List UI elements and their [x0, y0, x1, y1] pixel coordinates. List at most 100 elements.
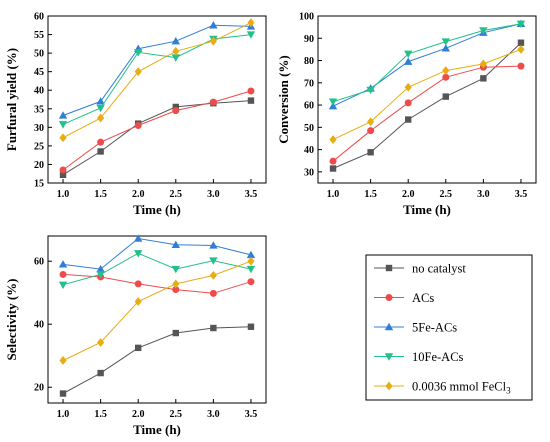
data-point	[171, 54, 180, 62]
legend-subscript: 3	[506, 386, 511, 396]
data-point	[404, 57, 413, 65]
data-point	[404, 82, 412, 92]
legend-label: no catalyst	[412, 262, 466, 276]
data-point	[517, 62, 525, 70]
data-point	[328, 98, 338, 106]
y-tick-label: 20	[34, 383, 44, 394]
data-point	[517, 45, 525, 54]
series-line	[62, 252, 252, 286]
data-point	[135, 344, 142, 352]
data-point	[59, 133, 67, 143]
y-tick-label: 35	[34, 104, 44, 115]
data-point	[172, 286, 180, 294]
data-point	[479, 27, 488, 35]
y-tick-label: 70	[304, 78, 314, 89]
series-10fe-acs	[58, 250, 256, 290]
x-axis-title: Time (h)	[133, 422, 181, 437]
y-tick-label: 45	[34, 67, 44, 78]
x-tick-label: 1.0	[57, 409, 70, 420]
y-tick-label: 15	[34, 179, 44, 190]
data-point	[209, 257, 218, 265]
data-point	[96, 104, 105, 113]
data-point	[405, 116, 412, 123]
series-0-0036-mmol-fecl3	[59, 18, 255, 143]
data-point	[247, 97, 255, 104]
data-point	[59, 390, 67, 397]
y-axis-title: Furfural yield (%)	[4, 48, 19, 151]
data-point	[479, 59, 487, 69]
data-point	[247, 18, 255, 28]
y-tick-label: 60	[304, 101, 314, 112]
series-acs	[329, 62, 525, 165]
x-tick-label: 3.0	[207, 409, 220, 420]
data-point	[134, 280, 142, 288]
series-line	[62, 260, 252, 361]
data-point	[97, 113, 105, 123]
series-line	[62, 24, 252, 116]
series-line	[62, 326, 252, 394]
data-point	[366, 86, 375, 95]
series-line	[332, 23, 522, 103]
data-point	[209, 289, 217, 297]
data-point	[247, 278, 255, 286]
data-point	[59, 166, 67, 174]
data-point	[134, 121, 142, 129]
data-point	[329, 135, 337, 144]
x-tick-label: 3.0	[207, 189, 220, 200]
plot-frame	[47, 15, 267, 184]
series-10fe-acs	[58, 31, 256, 129]
data-point	[171, 240, 180, 249]
y-tick-label: 30	[34, 123, 44, 134]
x-axis-title: Time (h)	[403, 202, 451, 217]
data-point	[404, 50, 413, 59]
data-point	[210, 324, 217, 332]
legend-marker	[385, 294, 393, 301]
plot-frame	[47, 235, 267, 404]
legend-label: 10Fe-ACs	[412, 350, 464, 364]
data-point	[97, 369, 104, 377]
data-point	[59, 270, 67, 278]
data-point	[172, 46, 180, 56]
data-point	[247, 87, 255, 95]
data-point	[367, 117, 375, 127]
series-0-0036-mmol-fecl3	[59, 256, 255, 365]
series-5fe-acs	[328, 19, 526, 110]
data-point	[441, 38, 450, 46]
data-point	[442, 66, 450, 75]
legend-marker	[384, 322, 394, 331]
data-point	[172, 329, 179, 337]
chart-selectivity: 1.0 1.5 2.0 2.5 3.0 3.5 20 40 60 Time (h) Selectiv…	[4, 234, 267, 437]
y-tick-label: 40	[34, 320, 44, 331]
x-tick-label: 2.5	[170, 409, 183, 420]
data-point	[404, 99, 412, 107]
y-tick-label: 20	[34, 160, 44, 171]
data-point	[209, 98, 217, 106]
data-point	[171, 265, 180, 274]
y-axis-title: Conversion (%)	[276, 55, 291, 143]
x-tick-label: 3.0	[477, 189, 490, 200]
series-10fe-acs	[328, 20, 526, 106]
data-point	[246, 265, 256, 274]
legend-item: 0.0036 mmol FeCl3	[374, 380, 511, 396]
data-point	[329, 157, 337, 165]
series-0-0036-mmol-fecl3	[329, 45, 525, 144]
data-point	[367, 149, 374, 156]
y-tick-label: 90	[304, 34, 314, 45]
y-tick-label: 40	[304, 145, 314, 156]
data-point	[172, 103, 179, 111]
data-point	[96, 271, 105, 279]
x-tick-label: 1.0	[327, 189, 340, 200]
series-line	[332, 23, 522, 107]
data-point	[172, 107, 180, 115]
data-point	[134, 67, 142, 77]
x-tick-label: 1.5	[364, 189, 377, 200]
x-tick-label: 1.5	[94, 409, 107, 420]
data-point	[96, 97, 105, 105]
y-tick-label: 100	[299, 12, 314, 23]
x-tick-label: 2.0	[132, 409, 145, 420]
data-point	[247, 256, 255, 266]
series-line	[332, 48, 522, 141]
series-line	[62, 100, 252, 176]
y-tick-label: 60	[34, 12, 44, 23]
data-point	[209, 36, 217, 46]
